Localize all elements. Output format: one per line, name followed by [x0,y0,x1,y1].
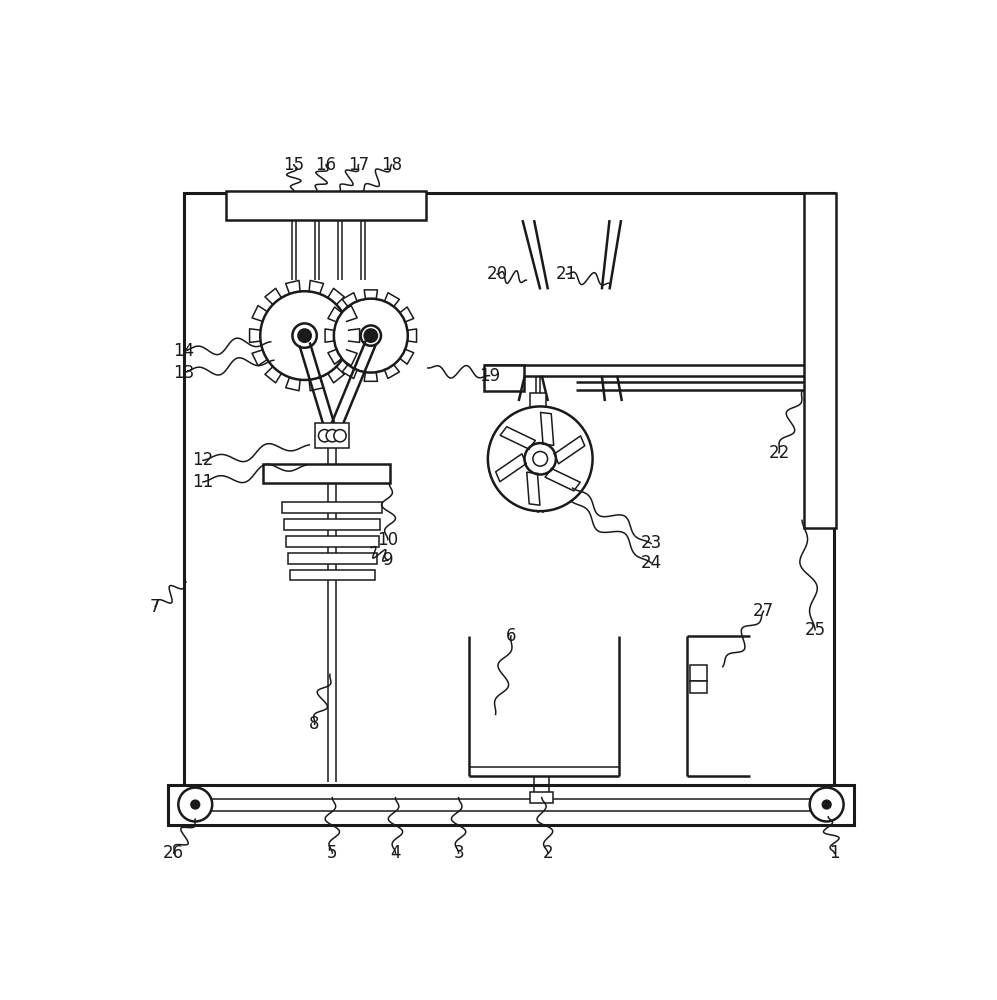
Circle shape [823,801,831,808]
Circle shape [488,406,592,511]
Bar [804,193,835,528]
Text: 27: 27 [753,602,774,620]
Bar [263,464,390,483]
Bar [290,570,375,580]
Text: 4: 4 [390,844,401,862]
Text: 9: 9 [383,551,393,569]
Bar [168,785,853,825]
Text: 22: 22 [769,444,790,462]
Circle shape [365,329,377,342]
Bar [284,519,381,530]
Text: 16: 16 [316,156,337,174]
Text: 23: 23 [640,534,662,552]
Text: 11: 11 [192,473,213,491]
Text: 15: 15 [283,156,304,174]
Text: 2: 2 [542,844,553,862]
Circle shape [191,801,199,808]
Text: 25: 25 [805,621,826,639]
Bar [315,423,349,448]
Circle shape [339,303,403,368]
Bar [288,553,377,564]
Text: 10: 10 [377,531,399,549]
Circle shape [361,325,381,346]
Text: 8: 8 [309,715,320,733]
Bar [690,681,707,693]
Text: 17: 17 [348,156,369,174]
Bar [484,365,524,391]
Text: 14: 14 [173,342,194,360]
Bar [530,792,553,803]
Circle shape [810,788,843,821]
Circle shape [266,297,343,374]
Text: 24: 24 [640,554,662,572]
Text: 12: 12 [192,451,213,469]
Bar [530,393,545,416]
Text: 19: 19 [479,367,499,385]
Circle shape [334,299,408,373]
Bar [226,191,427,220]
Text: 13: 13 [173,364,194,382]
Text: 20: 20 [487,265,507,283]
Text: 3: 3 [454,844,464,862]
Text: 18: 18 [381,156,402,174]
Circle shape [326,430,339,442]
Text: 5: 5 [327,844,338,862]
Circle shape [532,451,547,466]
Text: 26: 26 [164,844,184,862]
Bar [282,502,383,513]
Circle shape [260,291,349,380]
Bar [690,665,707,681]
Text: 6: 6 [505,627,516,645]
Circle shape [178,788,212,821]
Circle shape [298,329,311,342]
Circle shape [524,443,556,475]
Text: 7: 7 [150,598,161,616]
Circle shape [318,430,331,442]
Bar [286,536,379,547]
Bar [183,193,834,790]
Circle shape [334,430,346,442]
Text: 1: 1 [830,844,839,862]
Text: 21: 21 [555,265,577,283]
Circle shape [292,323,317,348]
